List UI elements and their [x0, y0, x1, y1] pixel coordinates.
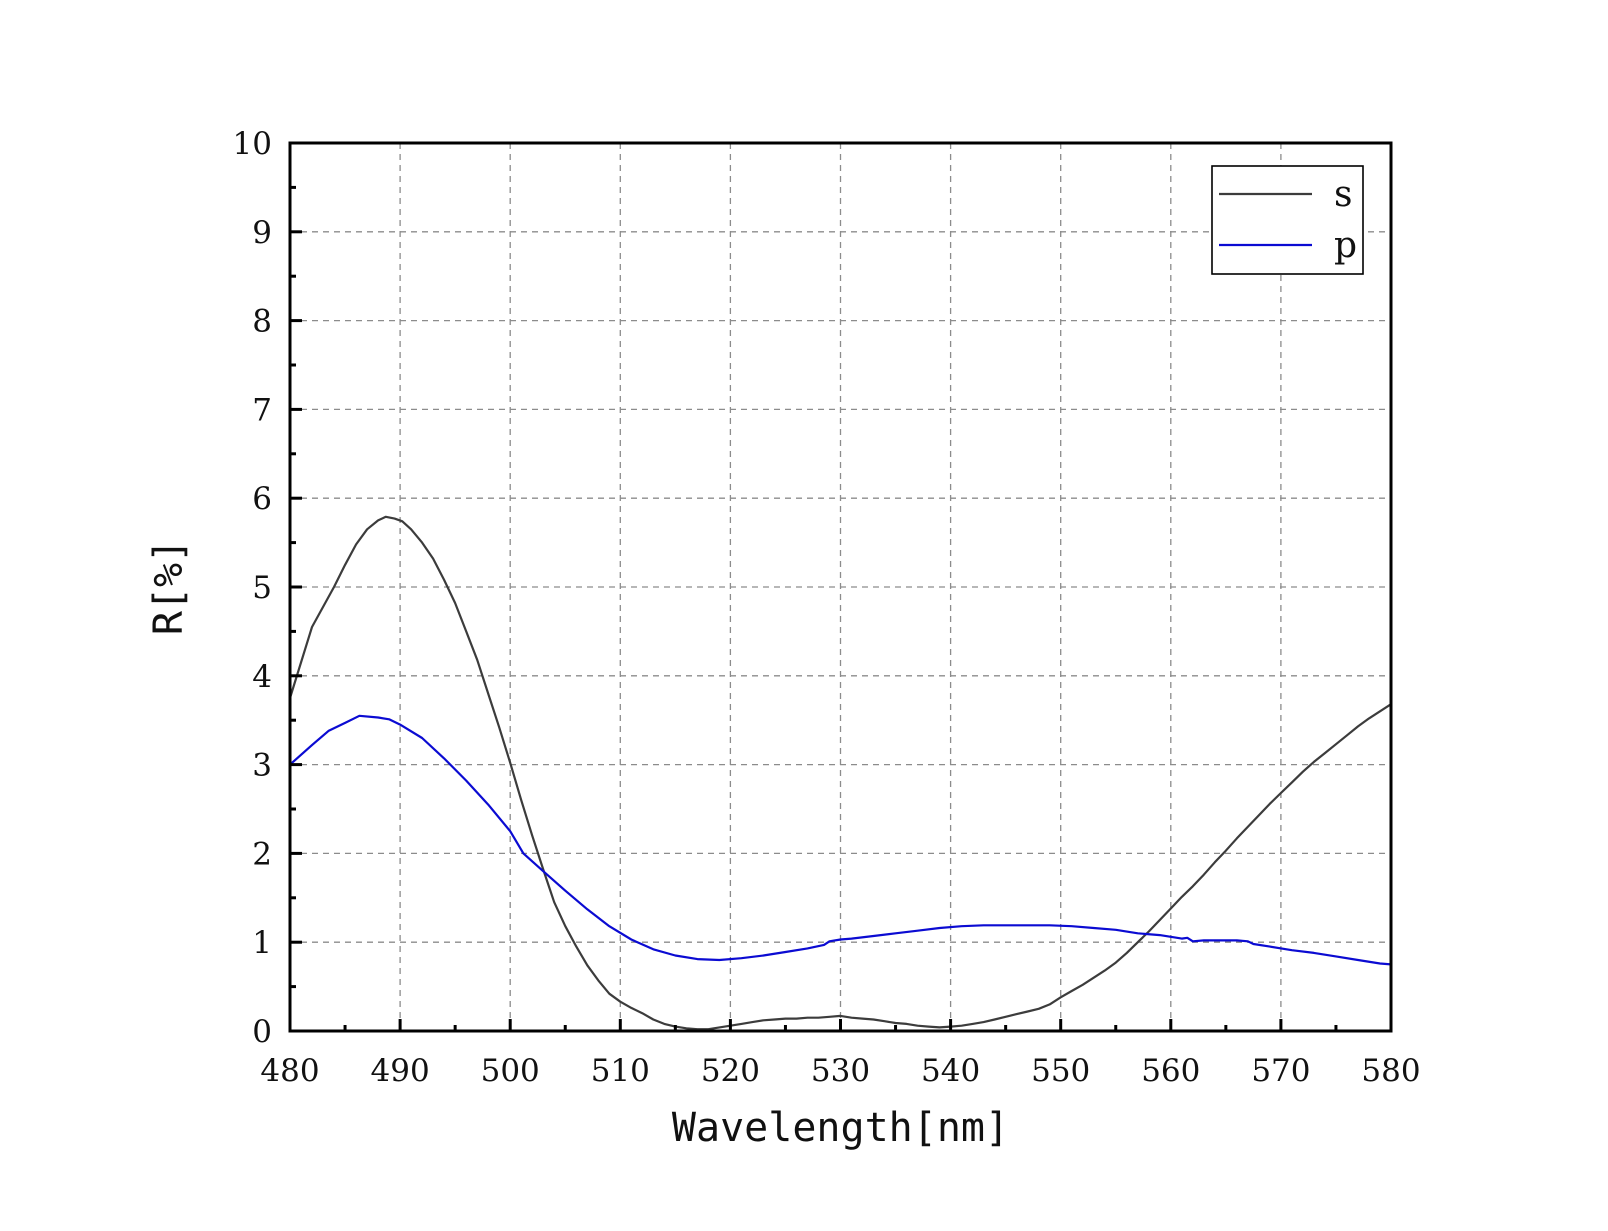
legend-label-s: s [1334, 174, 1352, 215]
x-tick-label: 580 [1361, 1053, 1420, 1089]
legend-box [1211, 165, 1364, 275]
y-tick-label: 5 [252, 570, 272, 606]
y-tick-label: 2 [252, 836, 272, 872]
y-tick-label: 6 [252, 481, 272, 517]
x-tick-label: 550 [1031, 1053, 1090, 1089]
y-tick-label: 10 [233, 126, 272, 162]
y-tick-label: 3 [252, 748, 272, 784]
series-line-p [288, 714, 1393, 966]
legend-label-p: p [1334, 225, 1357, 266]
x-tick-label: 510 [591, 1053, 650, 1089]
x-axis: 480 490 500 510 520 530 540 550 560 570 580 [260, 1019, 1421, 1089]
y-tick-label: 9 [252, 215, 272, 251]
x-axis-title: Wavelength[nm] [672, 1105, 1009, 1151]
x-tick-label: 520 [701, 1053, 760, 1089]
x-tick-label: 540 [921, 1053, 980, 1089]
plot-area [288, 515, 1393, 1031]
series-line-s [288, 515, 1393, 1031]
y-axis-title: R[%] [146, 539, 192, 635]
legend: sp [1211, 165, 1364, 275]
x-tick-label: 570 [1251, 1053, 1310, 1089]
x-tick-label: 480 [260, 1053, 319, 1089]
x-tick-label: 560 [1141, 1053, 1200, 1089]
y-tick-label: 7 [252, 392, 272, 428]
grid [290, 143, 1391, 1031]
x-tick-label: 500 [481, 1053, 540, 1089]
x-tick-label: 530 [811, 1053, 870, 1089]
y-axis: 0 1 2 3 4 5 6 7 8 9 10 [233, 126, 302, 1050]
y-tick-label: 1 [252, 925, 272, 961]
x-tick-label: 490 [371, 1053, 430, 1089]
y-tick-label: 8 [252, 304, 272, 340]
y-tick-label: 4 [252, 659, 272, 695]
y-tick-label: 0 [252, 1014, 272, 1050]
